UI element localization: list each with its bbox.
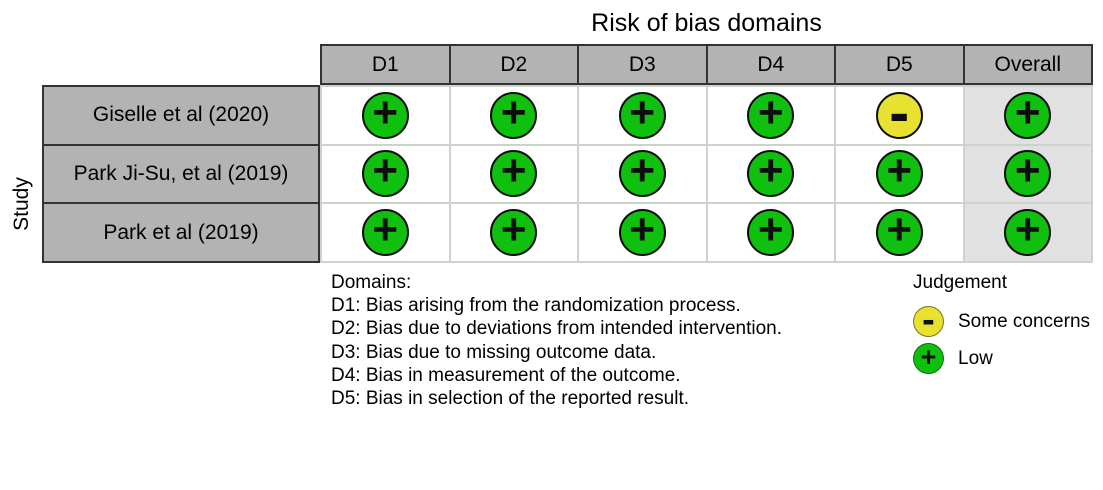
domains-note-line-d1: D1: Bias arising from the randomization …	[331, 295, 741, 317]
low-risk-icon: +	[361, 90, 409, 139]
legend-label: Low	[958, 347, 993, 369]
study-label-column: Giselle et al (2020) Park Ji-Su, et al (…	[42, 85, 320, 263]
judgement-cell: -	[836, 82, 963, 144]
study-label: Park et al (2019)	[44, 204, 318, 262]
low-risk-icon: +	[618, 208, 666, 257]
judgement-cell: +	[322, 145, 449, 203]
low-risk-icon: +	[1004, 208, 1052, 257]
study-label: Park Ji-Su, et al (2019)	[44, 145, 318, 203]
legend-item-low: + Low	[913, 343, 993, 374]
column-header-d2: D2	[450, 46, 577, 83]
column-header-overall: Overall	[964, 46, 1091, 83]
low-risk-icon: +	[913, 343, 944, 374]
judgement-grid: + + + + - + + + + + + + + + + + + +	[320, 82, 1093, 263]
legend-title: Judgement	[913, 272, 1008, 293]
judgement-cell: +	[579, 204, 706, 261]
low-risk-icon: +	[747, 90, 795, 139]
domains-note-line-d4: D4: Bias in measurement of the outcome.	[331, 364, 681, 386]
judgement-cell: +	[707, 87, 834, 144]
some-concerns-icon: -	[913, 301, 944, 339]
judgement-cell: +	[579, 87, 706, 144]
domains-note: Domains: D1: Bias arising from the rando…	[331, 271, 782, 410]
legend-item-some-concerns: - Some concerns	[913, 301, 1091, 339]
domains-note-line-d3: D3: Bias due to missing outcome data.	[331, 341, 657, 363]
low-risk-icon: +	[361, 208, 409, 257]
judgement-cell-overall: +	[964, 204, 1091, 261]
low-risk-icon: +	[875, 149, 923, 198]
low-risk-icon: +	[1004, 90, 1052, 139]
study-label: Giselle et al (2020)	[44, 87, 318, 144]
judgement-cell: +	[322, 204, 449, 261]
low-risk-icon: +	[490, 149, 538, 198]
judgement-cell-overall: +	[964, 87, 1091, 144]
low-risk-icon: +	[1004, 149, 1052, 198]
judgement-cell: +	[450, 145, 577, 203]
domains-note-heading: Domains:	[331, 272, 412, 293]
column-header-d5: D5	[836, 46, 963, 83]
domains-note-line-d2: D2: Bias due to deviations from intended…	[331, 318, 782, 340]
low-risk-icon: +	[490, 208, 538, 257]
judgement-cell: +	[707, 204, 834, 261]
judgement-cell: +	[836, 204, 963, 261]
low-risk-icon: +	[875, 208, 923, 257]
low-risk-icon: +	[747, 149, 795, 198]
low-risk-icon: +	[618, 90, 666, 139]
low-risk-icon: +	[747, 208, 795, 257]
low-risk-icon: +	[618, 149, 666, 198]
judgement-cell: +	[450, 87, 577, 144]
figure-title: Risk of bias domains	[591, 9, 822, 37]
judgement-cell: +	[707, 145, 834, 203]
low-risk-icon: +	[361, 149, 409, 198]
study-axis-label: Study	[10, 177, 33, 231]
judgement-cell: +	[579, 145, 706, 203]
domains-note-line-d5: D5: Bias in selection of the reported re…	[331, 388, 690, 410]
column-header-d3: D3	[579, 46, 706, 83]
column-header-d1: D1	[322, 46, 449, 83]
judgement-cell-overall: +	[964, 145, 1091, 203]
judgement-cell: +	[322, 87, 449, 144]
judgement-cell: +	[836, 145, 963, 203]
judgement-cell: +	[450, 204, 577, 261]
low-risk-icon: +	[490, 90, 538, 139]
domain-header-row: D1 D2 D3 D4 D5 Overall	[320, 44, 1093, 85]
some-concerns-icon: -	[875, 82, 923, 142]
legend-label: Some concerns	[958, 310, 1091, 332]
column-header-d4: D4	[707, 46, 834, 83]
